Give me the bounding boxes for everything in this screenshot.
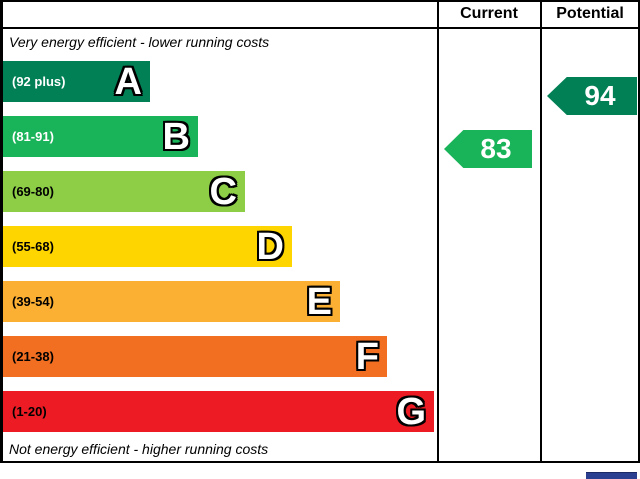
band-g-letter: G — [396, 390, 426, 433]
divider-potential-column — [540, 0, 542, 463]
current-rating-value: 83 — [480, 133, 512, 164]
band-c-range: (69-80) — [12, 184, 54, 199]
divider-header — [0, 27, 640, 29]
divider-bottom — [0, 461, 640, 463]
band-d-bar: (55-68) D — [3, 226, 292, 267]
current-rating-arrow: 83 — [444, 130, 532, 168]
band-e-bar: (39-54) E — [3, 281, 340, 322]
band-c-bar: (69-80) C — [3, 171, 245, 212]
bottom-caption: Not energy efficient - higher running co… — [9, 441, 269, 457]
border-top — [0, 0, 640, 2]
potential-rating-arrow: 94 — [547, 77, 637, 115]
border-right — [638, 0, 640, 463]
current-column-header: Current — [460, 5, 518, 22]
band-g-range: (1-20) — [12, 404, 47, 419]
band-c-letter: C — [209, 170, 237, 213]
band-a-range: (92 plus) — [12, 74, 66, 89]
band-f-letter: F — [355, 335, 379, 378]
band-g-bar: (1-20) G — [3, 391, 434, 432]
potential-rating-value: 94 — [584, 80, 616, 111]
divider-current-column — [437, 0, 439, 463]
band-e-range: (39-54) — [12, 294, 54, 309]
top-caption: Very energy efficient - lower running co… — [9, 34, 270, 50]
band-b-bar: (81-91) B — [3, 116, 198, 157]
band-d-letter: D — [256, 225, 284, 268]
band-f-bar: (21-38) F — [3, 336, 387, 377]
potential-column-header: Potential — [556, 5, 624, 22]
band-f-range: (21-38) — [12, 349, 54, 364]
band-e-letter: E — [306, 280, 332, 323]
border-left — [0, 0, 3, 463]
band-d-range: (55-68) — [12, 239, 54, 254]
band-a-letter: A — [114, 60, 142, 103]
band-b-range: (81-91) — [12, 129, 54, 144]
band-a-bar: (92 plus) A — [3, 61, 150, 102]
eu-flag-partial — [586, 472, 637, 479]
band-b-letter: B — [162, 115, 190, 158]
